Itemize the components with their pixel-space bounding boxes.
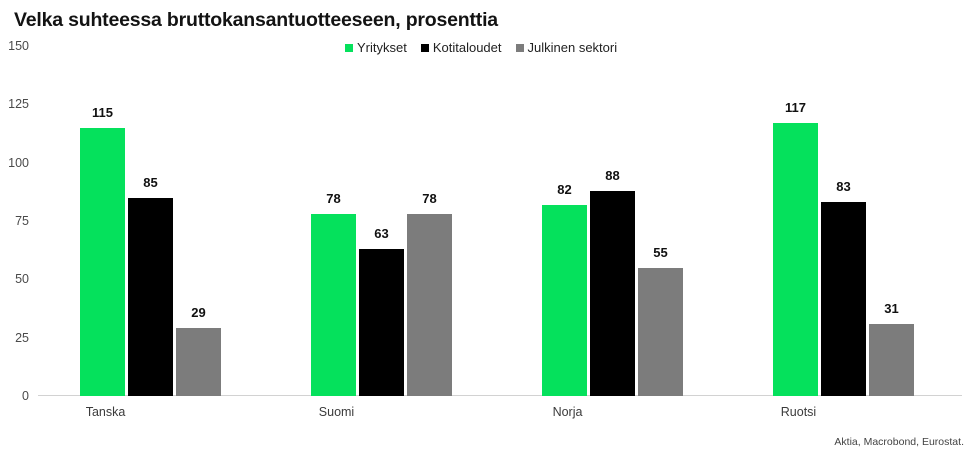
bar[interactable]: [311, 214, 356, 396]
y-axis-tick-label: 150: [8, 39, 29, 53]
bar-value-label: 78: [422, 191, 437, 206]
y-axis-tick-label: 25: [15, 330, 29, 345]
x-axis-line: [38, 395, 962, 396]
bar[interactable]: [176, 328, 221, 396]
source-note: Aktia, Macrobond, Eurostat.: [834, 436, 964, 448]
y-axis-tick-label: 100: [8, 155, 29, 170]
bar[interactable]: [638, 267, 683, 396]
legend-item-kotitaloudet[interactable]: Kotitaloudet: [420, 40, 502, 55]
bar-group: 82 88 55 Norja: [500, 46, 731, 419]
bar-value-label: 55: [653, 244, 668, 260]
bar-value-label: 78: [326, 191, 341, 206]
bar-column: 29: [176, 46, 221, 396]
legend-swatch-icon: [515, 43, 524, 52]
bar-column: 85: [128, 46, 173, 396]
bar-value-label: 117: [785, 100, 806, 115]
bar[interactable]: [407, 214, 452, 396]
legend-swatch-icon: [345, 43, 353, 52]
bar[interactable]: [821, 202, 866, 396]
bar[interactable]: [359, 249, 404, 396]
x-axis-category-label: Ruotsi: [731, 405, 962, 419]
legend-label: Yritykset: [357, 40, 407, 55]
bar-groups: 115 85 29 Tanska 78 63 78 Suomi 82 88 55 Norja 117 83…: [38, 46, 962, 419]
y-axis-tick-label: 125: [8, 97, 29, 112]
legend-label: Julkinen sektori: [527, 40, 618, 55]
bar-value-label: 63: [374, 226, 389, 241]
chart-legend: Yritykset Kotitaloudet Julkinen sektori: [345, 41, 617, 54]
bar-group-bars: 117 83 31: [731, 46, 962, 396]
plot-area: 0 25 50 75 100 125 150 115 85 29 Tanska 78 63 78 Suom…: [8, 39, 962, 419]
bar-column: 115: [80, 46, 125, 396]
bar-value-label: 115: [92, 104, 113, 120]
legend-swatch-icon: [420, 43, 429, 52]
bar[interactable]: [80, 127, 125, 396]
bar-group: 117 83 31 Ruotsi: [731, 46, 962, 419]
y-axis-tick-label: 75: [15, 214, 29, 228]
bar-column: 63: [359, 46, 404, 396]
legend-item-julkinen-sektori[interactable]: Julkinen sektori: [515, 40, 618, 55]
bar[interactable]: [773, 123, 818, 396]
bar-column: 55: [638, 46, 683, 396]
bar-group: 78 63 78 Suomi: [269, 46, 500, 419]
x-axis-category-text: Suomi: [318, 405, 355, 419]
bar-value-label: 88: [605, 167, 620, 183]
page-title: Velka suhteessa bruttokansantuotteeseen,…: [14, 9, 498, 31]
x-axis-category-label: Suomi: [269, 405, 500, 419]
bar-value-label: 85: [143, 174, 158, 190]
y-axis-tick-label: 50: [15, 272, 29, 287]
bar-column: 78: [311, 46, 356, 396]
bar-group-bars: 82 88 55: [500, 46, 731, 396]
bar-group-bars: 78 63 78: [269, 46, 500, 396]
bar-group-bars: 115 85 29: [38, 46, 269, 396]
bar[interactable]: [128, 197, 173, 396]
bar-group: 115 85 29 Tanska: [38, 46, 269, 419]
x-axis-category-text: Tanska: [85, 405, 126, 419]
bar-column: 83: [821, 46, 866, 396]
bar[interactable]: [590, 190, 635, 396]
bar-column: 78: [407, 46, 452, 396]
legend-item-yritykset[interactable]: Yritykset: [345, 41, 407, 54]
bar[interactable]: [542, 204, 587, 396]
bar-column: 31: [869, 46, 914, 396]
bar-value-label: 31: [884, 300, 899, 316]
legend-label: Kotitaloudet: [432, 40, 502, 55]
bar-value-label: 82: [557, 181, 572, 197]
x-axis-category-text: Norja: [552, 405, 583, 419]
x-axis-category-label: Tanska: [38, 405, 269, 419]
bar[interactable]: [869, 323, 914, 396]
bar-column: 82: [542, 46, 587, 396]
x-axis-category-text: Ruotsi: [780, 405, 817, 419]
bar-column: 88: [590, 46, 635, 396]
y-axis-tick-label: 0: [22, 389, 29, 403]
x-axis-category-label: Norja: [500, 405, 731, 419]
bar-value-label: 29: [191, 305, 206, 321]
bar-value-label: 83: [836, 179, 851, 195]
bar-column: 117: [773, 46, 818, 396]
